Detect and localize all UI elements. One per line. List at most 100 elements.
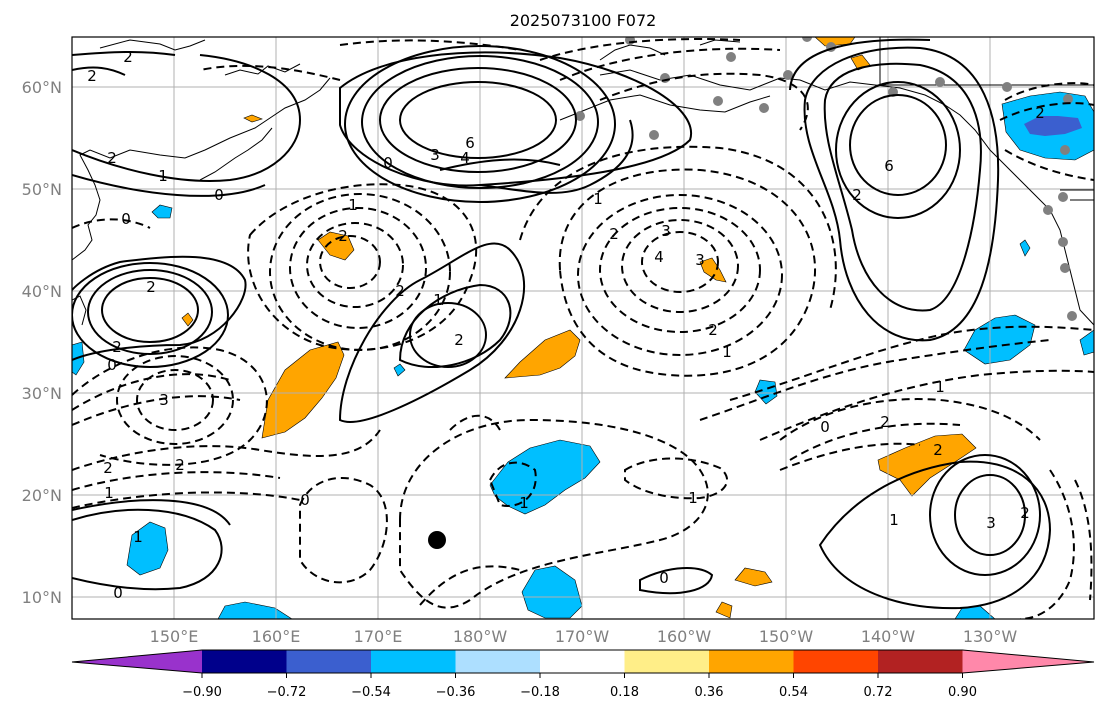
- lon-tick-label: 150°W: [759, 627, 814, 646]
- colorbar-tick-label: −0.90: [182, 685, 222, 700]
- negative-anomaly-patch: [1079, 329, 1094, 356]
- contour-label: 2: [87, 67, 97, 85]
- lon-tick-label: 180°W: [453, 627, 508, 646]
- colorbar-tick-label: −0.72: [267, 685, 307, 700]
- positive-anomaly-patch: [734, 567, 773, 587]
- contour-label: 2: [880, 413, 890, 431]
- station-marker: [1067, 311, 1077, 321]
- contour-label: 0: [113, 584, 123, 602]
- colorbar-segment: [455, 650, 540, 673]
- lon-tick-label: 160°E: [252, 627, 301, 646]
- contour-label: 1: [688, 489, 698, 507]
- contour-label: 0: [214, 186, 224, 204]
- contour-label: 2: [852, 186, 862, 204]
- contour-label: 0: [659, 569, 669, 587]
- lon-tick-label: 130°W: [963, 627, 1018, 646]
- station-marker: [1002, 82, 1012, 92]
- contour-label: 2: [708, 321, 718, 339]
- contour-label: 2: [933, 441, 943, 459]
- contour-label: 2: [103, 459, 113, 477]
- contour-label: 1: [519, 494, 529, 512]
- lat-tick-label: 40°N: [22, 282, 62, 301]
- colorbar-segment: [793, 650, 878, 673]
- contour-label: 2: [123, 48, 133, 66]
- station-marker: [1058, 192, 1068, 202]
- latitude-axis: 60°N 50°N 40°N 30°N 20°N 10°N: [22, 78, 62, 607]
- station-marker: [935, 77, 945, 87]
- station-marker: [1060, 263, 1070, 273]
- positive-anomaly-patch: [504, 329, 581, 379]
- station-marker: [660, 73, 670, 83]
- negative-anomaly-patch: [126, 521, 169, 576]
- positive-anomaly-patch: [243, 114, 263, 123]
- colorbar-segment: [540, 650, 625, 673]
- contour-label: 1: [433, 291, 443, 309]
- station-marker: [1043, 205, 1053, 215]
- negative-anomaly-patch: [1019, 239, 1031, 257]
- lat-tick-label: 30°N: [22, 384, 62, 403]
- station-marker: [1060, 145, 1070, 155]
- colorbar-segment: [202, 650, 287, 673]
- dashed-contours: [72, 38, 1094, 619]
- contour-labels: 2 2 2 1 0 0 6 0 3 4 1 6 2 1 2 3 2 4 3 2 …: [87, 48, 1045, 602]
- negative-anomaly-patch: [754, 379, 778, 405]
- contour-label: 1: [722, 343, 732, 361]
- map-plot-area: 2 2 2 1 0 0 6 0 3 4 1 6 2 1 2 3 2 4 3 2 …: [72, 37, 1094, 619]
- solid-contours: [72, 38, 1052, 610]
- colorbar-tick-label: 0.90: [948, 685, 977, 700]
- contour-label: 1: [348, 196, 358, 214]
- positive-anomaly-patch: [317, 231, 355, 261]
- colorbar-segment: [624, 650, 709, 673]
- shaded-anomalies: [72, 37, 1094, 619]
- colorbar-segment: [371, 650, 456, 673]
- contour-label: 3: [661, 222, 671, 240]
- contour-label: 2: [395, 282, 405, 300]
- colorbar: −0.90 −0.72 −0.54 −0.36 −0.18 0.18 0.36 …: [71, 649, 1095, 700]
- storm-center-dot: [428, 531, 446, 549]
- lon-tick-label: 140°W: [861, 627, 916, 646]
- negative-anomaly-patch: [217, 601, 293, 619]
- station-marker: [649, 130, 659, 140]
- station-marker: [726, 52, 736, 62]
- colorbar-tick-label: 0.18: [610, 685, 639, 700]
- positive-anomaly-patch: [699, 257, 727, 283]
- colorbar-tick-label: −0.54: [351, 685, 391, 700]
- station-marker: [713, 96, 723, 106]
- colorbar-segment: [962, 650, 1094, 673]
- contour-label: 4: [460, 149, 470, 167]
- contour-label: 0: [820, 418, 830, 436]
- contour-label: 1: [889, 511, 899, 529]
- contour-label: 2: [107, 149, 117, 167]
- lat-tick-label: 60°N: [22, 78, 62, 97]
- lat-tick-label: 50°N: [22, 180, 62, 199]
- lon-tick-label: 150°E: [150, 627, 199, 646]
- station-marker: [783, 70, 793, 80]
- contour-label: 4: [654, 248, 664, 266]
- strong-negative-anomaly-patch: [1024, 116, 1082, 136]
- gridlines: [72, 37, 1094, 619]
- contour-label: 2: [1020, 504, 1030, 522]
- positive-anomaly-patch: [261, 341, 345, 439]
- contour-label: 2: [175, 456, 185, 474]
- contour-label: 2: [338, 227, 348, 245]
- station-marker: [1058, 237, 1068, 247]
- lat-tick-label: 10°N: [22, 588, 62, 607]
- negative-anomaly-patch: [151, 204, 173, 219]
- lat-tick-label: 20°N: [22, 486, 62, 505]
- contour-label: 3: [159, 391, 169, 409]
- contour-label: 3: [695, 251, 705, 269]
- positive-anomaly-patch: [715, 601, 733, 619]
- contour-label: 6: [884, 157, 894, 175]
- contour-label: 1: [133, 528, 143, 546]
- contour-label: 6: [465, 134, 475, 152]
- colorbar-tick-label: 0.36: [695, 685, 724, 700]
- negative-anomaly-patch: [963, 314, 1036, 365]
- colorbar-segment: [878, 650, 963, 673]
- contour-label: 0: [121, 210, 131, 228]
- colorbar-tick-label: 0.72: [864, 685, 893, 700]
- contour-label: 3: [430, 146, 440, 164]
- lon-tick-label: 170°E: [354, 627, 403, 646]
- positive-anomaly-patch: [181, 312, 194, 327]
- contour-label: 0: [300, 491, 310, 509]
- contour-label: 0: [107, 356, 117, 374]
